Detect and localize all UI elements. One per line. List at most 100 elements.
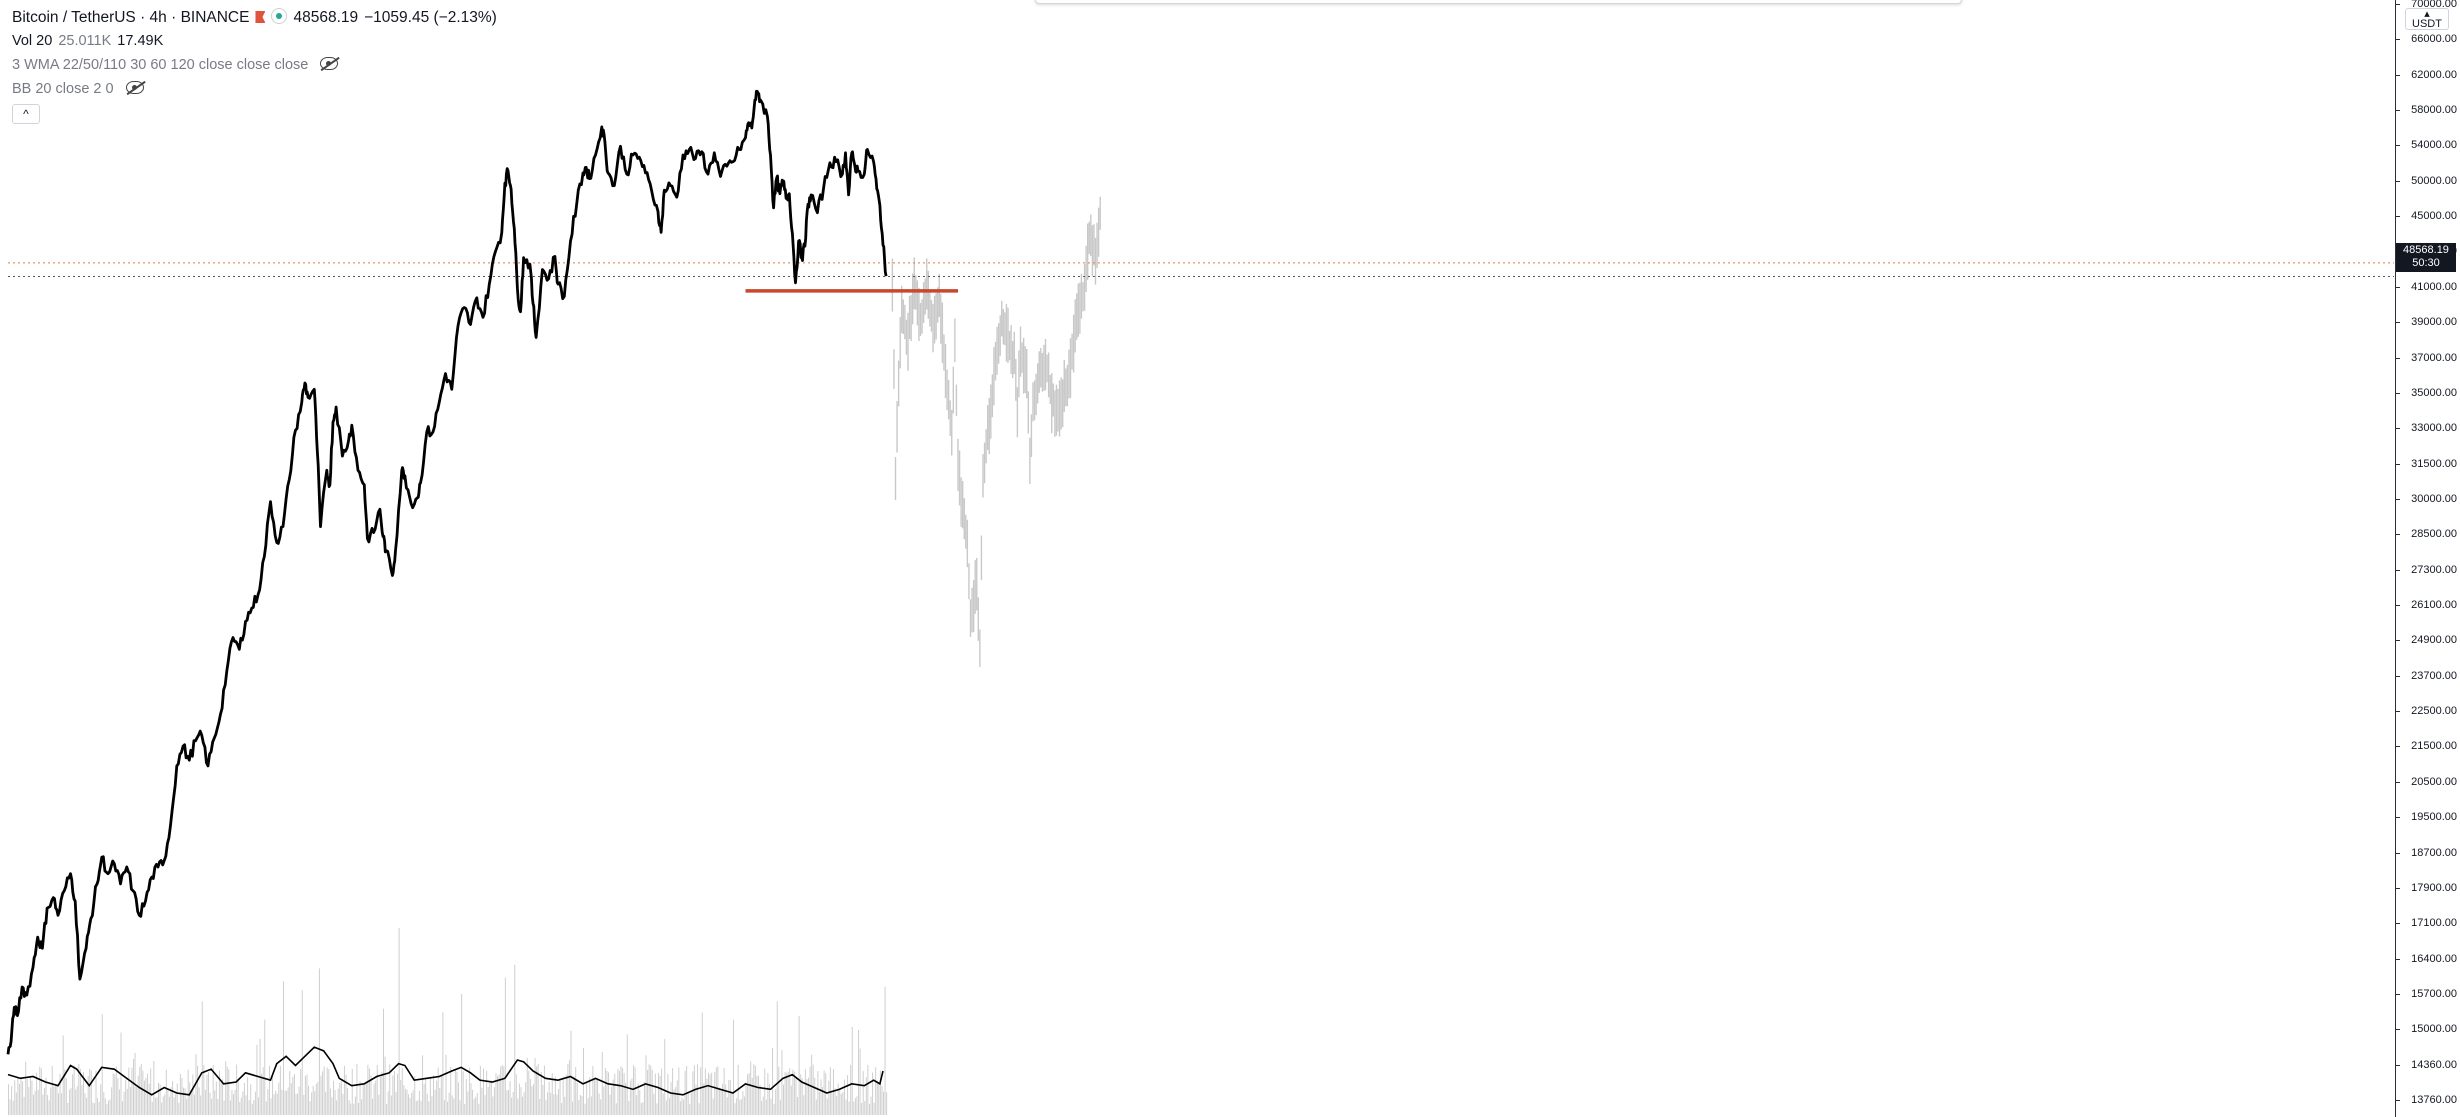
volume-bar (161, 1102, 163, 1115)
volume-bar (65, 1078, 67, 1115)
volume-bar (465, 1078, 467, 1115)
volume-bar (581, 1096, 583, 1115)
volume-bar (858, 1030, 859, 1115)
volume-bar (392, 1075, 394, 1115)
chevron-up-icon: ^ (23, 107, 29, 121)
volume-bar (356, 1063, 358, 1115)
price-scale[interactable]: 70000.00 66000.00 62000.00 58000.00 54000.00… (2395, 0, 2460, 1117)
flag-icon[interactable] (255, 11, 266, 23)
volume-bar (761, 1100, 763, 1115)
volume-bar (87, 1075, 89, 1115)
volume-bar (762, 1096, 764, 1115)
volume-bar (765, 1099, 767, 1115)
volume-bar (11, 1086, 13, 1115)
volume-bar (225, 1061, 227, 1115)
volume-bar (340, 1081, 342, 1115)
volume-bar (609, 1094, 611, 1115)
volume-bar (731, 1093, 733, 1115)
volume-bar (659, 1075, 661, 1115)
wma-legend[interactable]: 3 WMA 22/50/110 30 60 120 close close cl… (12, 56, 344, 74)
price-scale-tickmark (2396, 463, 2400, 465)
wma-label: 3 WMA 22/50/110 30 60 120 close close cl… (12, 57, 309, 73)
volume-bar (647, 1069, 649, 1115)
hidden-eye-icon[interactable] (125, 81, 144, 94)
volume-bar (522, 1096, 524, 1115)
volume-bar (314, 1091, 316, 1115)
volume-bar (387, 1091, 389, 1115)
price-scale-tick: 23700.00 (2411, 669, 2457, 682)
volume-bar (825, 1073, 827, 1115)
volume-bar (464, 1103, 466, 1115)
price-scale-tick: 33000.00 (2411, 422, 2457, 435)
volume-bar (183, 1087, 184, 1115)
volume-bar (828, 1080, 830, 1115)
volume-bar (884, 986, 886, 1115)
volume-bar (81, 1085, 83, 1115)
volume-bar (139, 1067, 141, 1115)
volume-bar (747, 1074, 749, 1115)
volume-bar (176, 1083, 178, 1115)
volume-bar (845, 1099, 847, 1115)
top-toolbar-edge (1035, 0, 1962, 4)
volume-bar (543, 1065, 545, 1115)
volume-bar (808, 1077, 809, 1115)
collapse-legend-button[interactable]: ^ (12, 104, 40, 124)
volume-bar (198, 1087, 200, 1115)
volume-bar (193, 1094, 195, 1115)
volume-bar (309, 1101, 311, 1115)
volume-bar (579, 1094, 581, 1115)
volume-bar (459, 1100, 461, 1115)
symbol-legend[interactable]: Bitcoin / TetherUS · 4h · BINANCE 48568.1… (12, 8, 503, 27)
volume-bar (612, 1079, 614, 1115)
volume-bar (222, 1079, 224, 1115)
volume-bar (395, 1092, 397, 1115)
volume-bar (101, 1014, 103, 1115)
volume-bar (523, 1092, 525, 1115)
volume-bar (886, 1092, 888, 1115)
volume-bar (593, 1078, 595, 1115)
volume-bar (29, 1076, 31, 1115)
volume-bar (98, 1101, 100, 1115)
volume-bar (320, 1075, 322, 1115)
volume-bar (323, 1066, 325, 1115)
volume-bar (253, 1099, 255, 1115)
currency-unit-button[interactable]: ▴ USDT (2405, 8, 2449, 30)
last-price-tag-value: 48568.19 (2403, 244, 2449, 256)
hidden-eye-icon[interactable] (320, 57, 339, 70)
volume-bar (264, 1019, 266, 1115)
volume-bar (28, 1087, 30, 1115)
volume-bar (376, 1064, 378, 1115)
price-scale-tickmark (2396, 145, 2400, 147)
volume-bar (879, 1070, 881, 1115)
volume-bar (804, 1069, 806, 1115)
volume-bar (33, 1094, 34, 1115)
volume-bar (56, 1085, 58, 1115)
price-scale-tickmark (2396, 640, 2400, 642)
volume-bar (339, 1083, 341, 1115)
volume-bar (850, 1064, 852, 1115)
volume-bar (512, 1092, 514, 1115)
volume-bar (303, 1094, 305, 1115)
volume-bar (215, 1081, 217, 1115)
volume-bar (565, 1074, 567, 1115)
volume-bar (653, 1093, 655, 1115)
volume-bar (240, 1097, 242, 1115)
volume-bar (64, 1069, 66, 1115)
volume-bar (164, 1094, 166, 1115)
volume-bar (267, 1089, 269, 1115)
volume-bar (400, 1080, 402, 1115)
volume-legend[interactable]: Vol 20 25.011K 17.49K (12, 32, 169, 50)
volume-bar (718, 1087, 720, 1115)
volume-bar (754, 1065, 756, 1115)
volume-bar (250, 1084, 252, 1115)
bb-legend[interactable]: BB 20 close 2 0 (12, 80, 150, 98)
volume-bar (254, 1091, 256, 1115)
volume-bar (781, 1050, 783, 1115)
volume-bar (634, 1067, 636, 1115)
price-scale-tickmark (2396, 569, 2400, 571)
volume-bar (625, 1082, 627, 1115)
volume-bar (231, 1090, 233, 1115)
volume-bar (379, 1076, 381, 1115)
volume-bar (868, 1103, 870, 1115)
